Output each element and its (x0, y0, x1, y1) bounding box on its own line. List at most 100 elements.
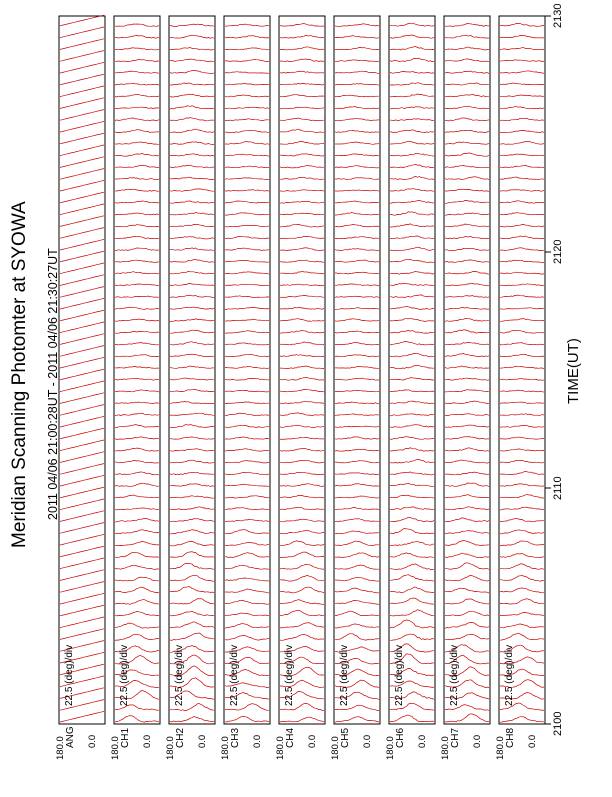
scan-trace (114, 715, 160, 723)
scan-trace (170, 401, 214, 405)
scan-trace (114, 295, 160, 298)
panel-frame (113, 15, 161, 725)
scan-trace (279, 400, 325, 404)
scan-trace (444, 424, 490, 428)
scan-trace (499, 247, 545, 251)
scan-trace (500, 623, 545, 629)
scan-trace (114, 633, 159, 641)
scan-trace (445, 377, 490, 381)
scan-trace (59, 309, 105, 322)
scan-trace (389, 586, 434, 593)
scan-trace (334, 354, 380, 358)
scan-trace (389, 329, 435, 334)
time-axis-label: TIME(UT) (565, 338, 582, 404)
scan-trace (334, 117, 380, 122)
scan-trace (499, 716, 544, 723)
scan-trace (499, 35, 544, 39)
scan-trace (59, 439, 105, 451)
scan-trace (499, 294, 545, 298)
scan-trace (499, 329, 545, 334)
scan-trace (444, 152, 490, 157)
scan-trace (499, 189, 545, 192)
scan-trace (444, 58, 490, 63)
scan-trace (169, 164, 214, 169)
scan-trace (279, 599, 325, 605)
scan-trace (225, 59, 269, 63)
scan-trace (169, 598, 215, 605)
scan-trace (169, 306, 215, 310)
scan-trace (59, 97, 105, 109)
scan-trace (389, 506, 435, 511)
scan-trace (224, 541, 270, 547)
panel-frame (168, 15, 216, 725)
scan-trace (389, 235, 435, 240)
scan-trace (169, 47, 215, 51)
scan-trace (499, 587, 545, 594)
scan-trace (279, 46, 325, 51)
scan-trace (279, 518, 325, 523)
scan-trace (59, 73, 105, 86)
scan-trace (444, 644, 490, 653)
time-tick-label: 2120 (552, 240, 564, 264)
scan-trace (169, 389, 215, 393)
scan-trace (169, 58, 214, 62)
scan-trace (499, 318, 544, 322)
scan-trace (499, 153, 545, 157)
scan-trace (170, 341, 215, 346)
scan-trace (169, 586, 215, 593)
scan-trace (444, 307, 489, 310)
scan-trace (114, 471, 160, 476)
scan-trace (169, 436, 215, 440)
scan-trace (224, 635, 270, 641)
scan-trace (114, 564, 160, 570)
scan-trace (444, 552, 490, 558)
scan-trace (59, 652, 105, 664)
scan-trace (390, 482, 434, 487)
scan-trace (114, 283, 160, 287)
scan-trace (169, 200, 215, 204)
scan-trace (224, 365, 270, 369)
panel-scale-label: 22.5 (deg)/div (284, 645, 295, 706)
scan-trace (59, 321, 105, 333)
scan-trace (114, 389, 160, 393)
scan-trace (169, 141, 214, 145)
scan-trace (169, 506, 215, 511)
scan-trace (279, 153, 325, 157)
scan-trace (169, 365, 215, 369)
scan-trace (499, 413, 545, 416)
scan-trace (279, 212, 325, 216)
scan-trace (279, 341, 325, 346)
scan-trace (499, 47, 544, 51)
scan-trace (59, 85, 105, 97)
scan-trace (169, 690, 215, 700)
scan-trace (500, 106, 545, 110)
scan-trace (334, 318, 380, 322)
scan-trace (279, 622, 325, 629)
scan-trace (279, 295, 324, 298)
scan-trace (334, 691, 380, 700)
scan-trace (334, 236, 380, 240)
scan-trace (169, 574, 215, 582)
scan-trace (499, 224, 545, 228)
scan-trace (59, 191, 105, 204)
scan-trace (169, 551, 215, 558)
scan-trace (224, 94, 270, 98)
scan-trace (169, 247, 215, 251)
scan-trace (279, 494, 325, 499)
scan-trace (390, 118, 435, 121)
scan-trace (114, 247, 160, 251)
scan-trace (224, 271, 270, 275)
scan-trace (499, 598, 545, 605)
scan-trace (444, 105, 490, 109)
scan-trace (335, 271, 380, 275)
scan-trace (389, 353, 435, 358)
scan-trace (500, 612, 545, 617)
scan-trace (114, 645, 160, 653)
scan-trace (59, 404, 105, 416)
scan-trace (334, 83, 380, 86)
scan-trace (389, 106, 435, 110)
page-title: Meridian Scanning Photomter at SYOWA (9, 201, 30, 548)
scan-trace (169, 716, 215, 723)
